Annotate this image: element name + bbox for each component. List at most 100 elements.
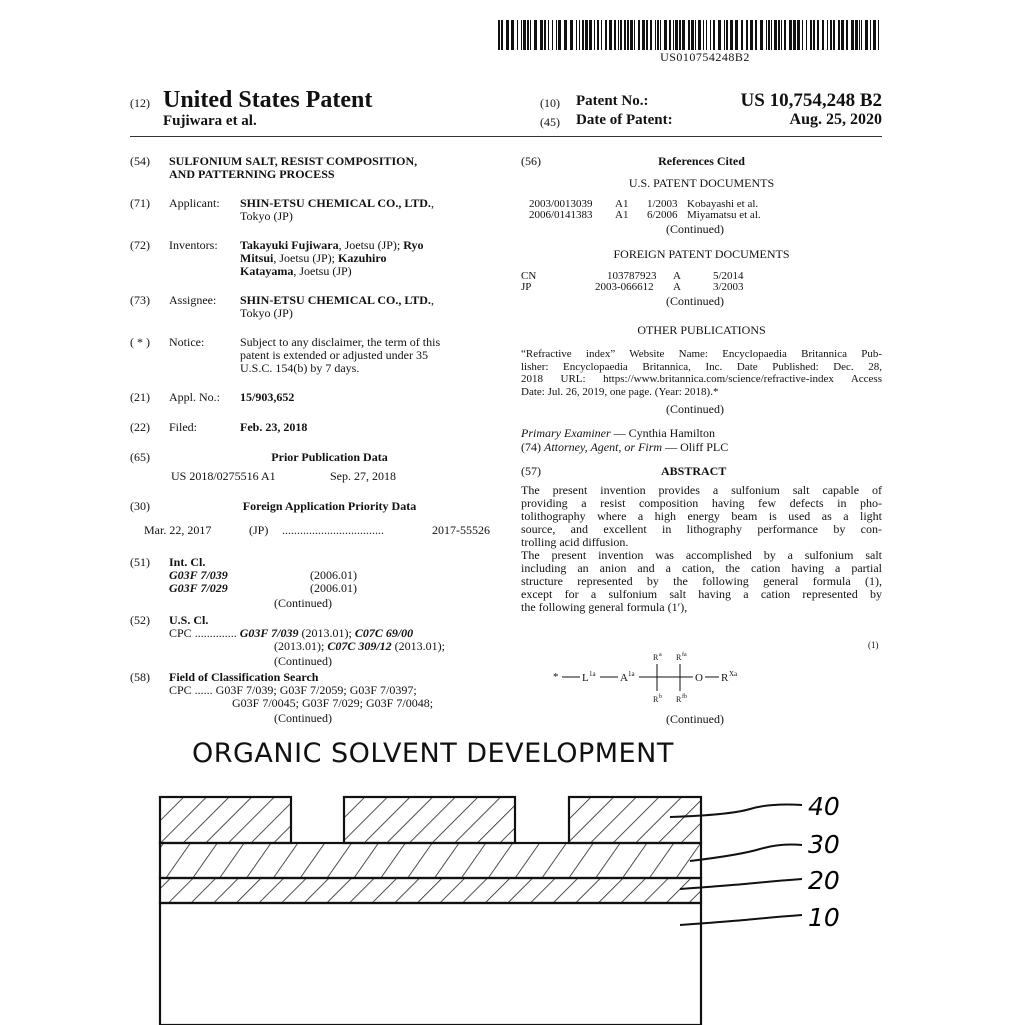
barcode-bar [614,20,616,50]
barcode-bar [861,20,862,50]
barcode-bar [750,20,753,50]
formula-number: (1) [868,640,879,650]
resist-pattern-1 [158,795,293,845]
inventors-label: Inventors: [169,238,218,252]
barcode-bar [827,20,828,50]
svg-text:1a: 1a [628,670,636,678]
code-54: (54) [130,154,150,168]
barcode-bar [594,20,595,50]
foreign-patent-docs-heading: FOREIGN PATENT DOCUMENTS [613,247,790,261]
svg-text:Xa: Xa [729,670,738,678]
list-item: 2003/0013039 A1 1/2003 Kobayashi et al. [529,198,759,210]
int-cl-label: Int. Cl. [169,555,206,569]
barcode-bar [730,20,733,50]
barcode-bar [741,20,743,50]
svg-text:O: O [695,672,703,684]
code-21: (21) [130,390,150,404]
leader-line-40 [669,803,803,818]
inventors-line1: Takayuki Fujiwara, Joetsu (JP); Ryo [240,238,424,252]
code-71: (71) [130,196,150,210]
barcode-bar [766,20,767,50]
code-52: (52) [130,613,150,627]
svg-text:A: A [620,672,628,684]
notice-label: Notice: [169,335,205,349]
notice-code: ( * ) [130,335,150,349]
barcode-bar [527,20,529,50]
filed-label: Filed: [169,420,198,434]
barcode-bar [726,20,728,50]
barcode-bar [774,20,777,50]
barcode-bar [634,20,635,50]
label-20: 20 [808,866,840,895]
assignee-city: Tokyo (JP) [240,306,293,320]
barcode-bar [784,20,786,50]
layer-stack-figure: 40 30 20 10 [158,792,840,1025]
barcode-bar [846,20,848,50]
barcode-bar [646,20,648,50]
int-cl-date2: (2006.01) [310,581,357,595]
barcode-bar [570,20,573,50]
barcode-bar [878,20,879,50]
chemical-formula: * L 1a A 1a R a R fa R b R fb O R Xa [553,651,738,704]
notice-line3: U.S.C. 154(b) by 7 days. [240,361,360,375]
barcode-bar [802,20,803,50]
us-cl-label: U.S. Cl. [169,613,209,627]
field-search-continued: (Continued) [274,711,332,725]
barcode-bar [713,20,715,50]
assignee-name: SHIN-ETSU CHEMICAL CO., LTD., [240,293,434,307]
barcode-bar [859,20,860,50]
code-57: (57) [521,464,541,478]
barcode-bar [851,20,854,50]
int-cl-continued: (Continued) [274,596,332,610]
svg-text:b: b [659,694,662,700]
list-item: CN 103787923 A 5/2014 [521,270,744,282]
barcode-bar [517,20,518,50]
abstract-continued: (Continued) [666,712,724,726]
barcode-bar [589,20,592,50]
us-refs-continued: (Continued) [666,222,724,236]
other-pubs-continued: (Continued) [666,402,724,416]
us-references-list: 2003/0013039 A1 1/2003 Kobayashi et al. … [521,199,882,221]
other-publications-text: “Refractive index” Website Name: Encyclo… [521,348,882,398]
label-40: 40 [808,792,840,821]
barcode-bar [618,20,619,50]
svg-text:R: R [653,695,659,704]
barcode-bar [682,20,685,50]
foreign-references-list: CN 103787923 A 5/2014 JP 2003-066612 A 3… [521,271,882,293]
barcode-bar [627,20,629,50]
barcode-bar [548,20,549,50]
barcode-bar [735,20,738,50]
code-22: (22) [130,420,150,434]
barcode-bar [534,20,537,50]
applicant-city: Tokyo (JP) [240,209,293,223]
priority-dots: .................................. [282,523,384,537]
barcode-bar [556,20,557,50]
barcode-bar [833,20,835,50]
leader-line-10 [679,914,803,926]
appl-no-label: Appl. No.: [169,390,220,404]
barcode-bar [822,20,824,50]
inventors-line3: Katayama, Joetsu (JP) [240,264,352,278]
barcode-bar [855,20,858,50]
svg-text:fb: fb [682,693,687,700]
barcode-bar [642,20,645,50]
barcode-bar [650,20,652,50]
invention-title-line2: AND PATTERNING PROCESS [169,167,335,181]
filed-date: Feb. 23, 2018 [240,420,308,434]
applicant-name: SHIN-ETSU CHEMICAL CO., LTD., [240,196,434,210]
abstract-paragraph-1: The present invention provides a sulfoni… [521,483,882,549]
code-58: (58) [130,670,150,684]
document-title: United States Patent [163,87,373,113]
barcode-bar [817,20,819,50]
authors: Fujiwara et al. [163,113,257,129]
barcode-bar [669,20,671,50]
layer-20 [158,876,703,905]
barcode-bar [781,20,782,50]
date-of-patent: Aug. 25, 2020 [789,111,882,128]
us-patent-docs-heading: U.S. PATENT DOCUMENTS [628,176,775,190]
barcode-bar [624,20,626,50]
barcode-bar [530,20,531,50]
barcode-bar [501,20,503,50]
leader-line-30 [689,843,803,862]
barcode-bar [841,20,844,50]
